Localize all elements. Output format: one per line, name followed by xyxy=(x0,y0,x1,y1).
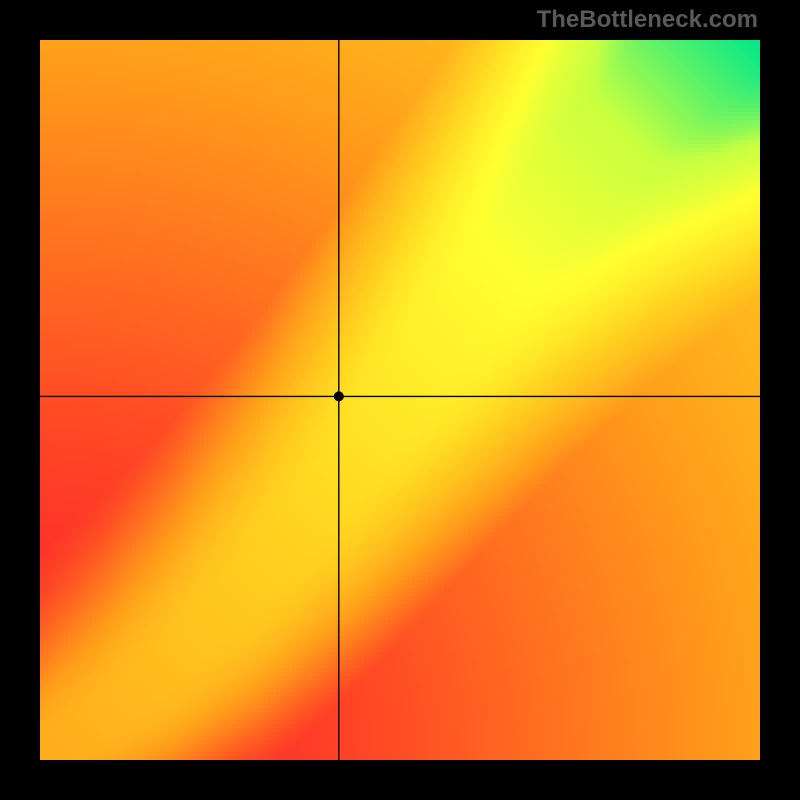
watermark-text: TheBottleneck.com xyxy=(537,6,758,34)
bottleneck-heatmap xyxy=(40,40,760,760)
figure-container: TheBottleneck.com xyxy=(0,0,800,800)
